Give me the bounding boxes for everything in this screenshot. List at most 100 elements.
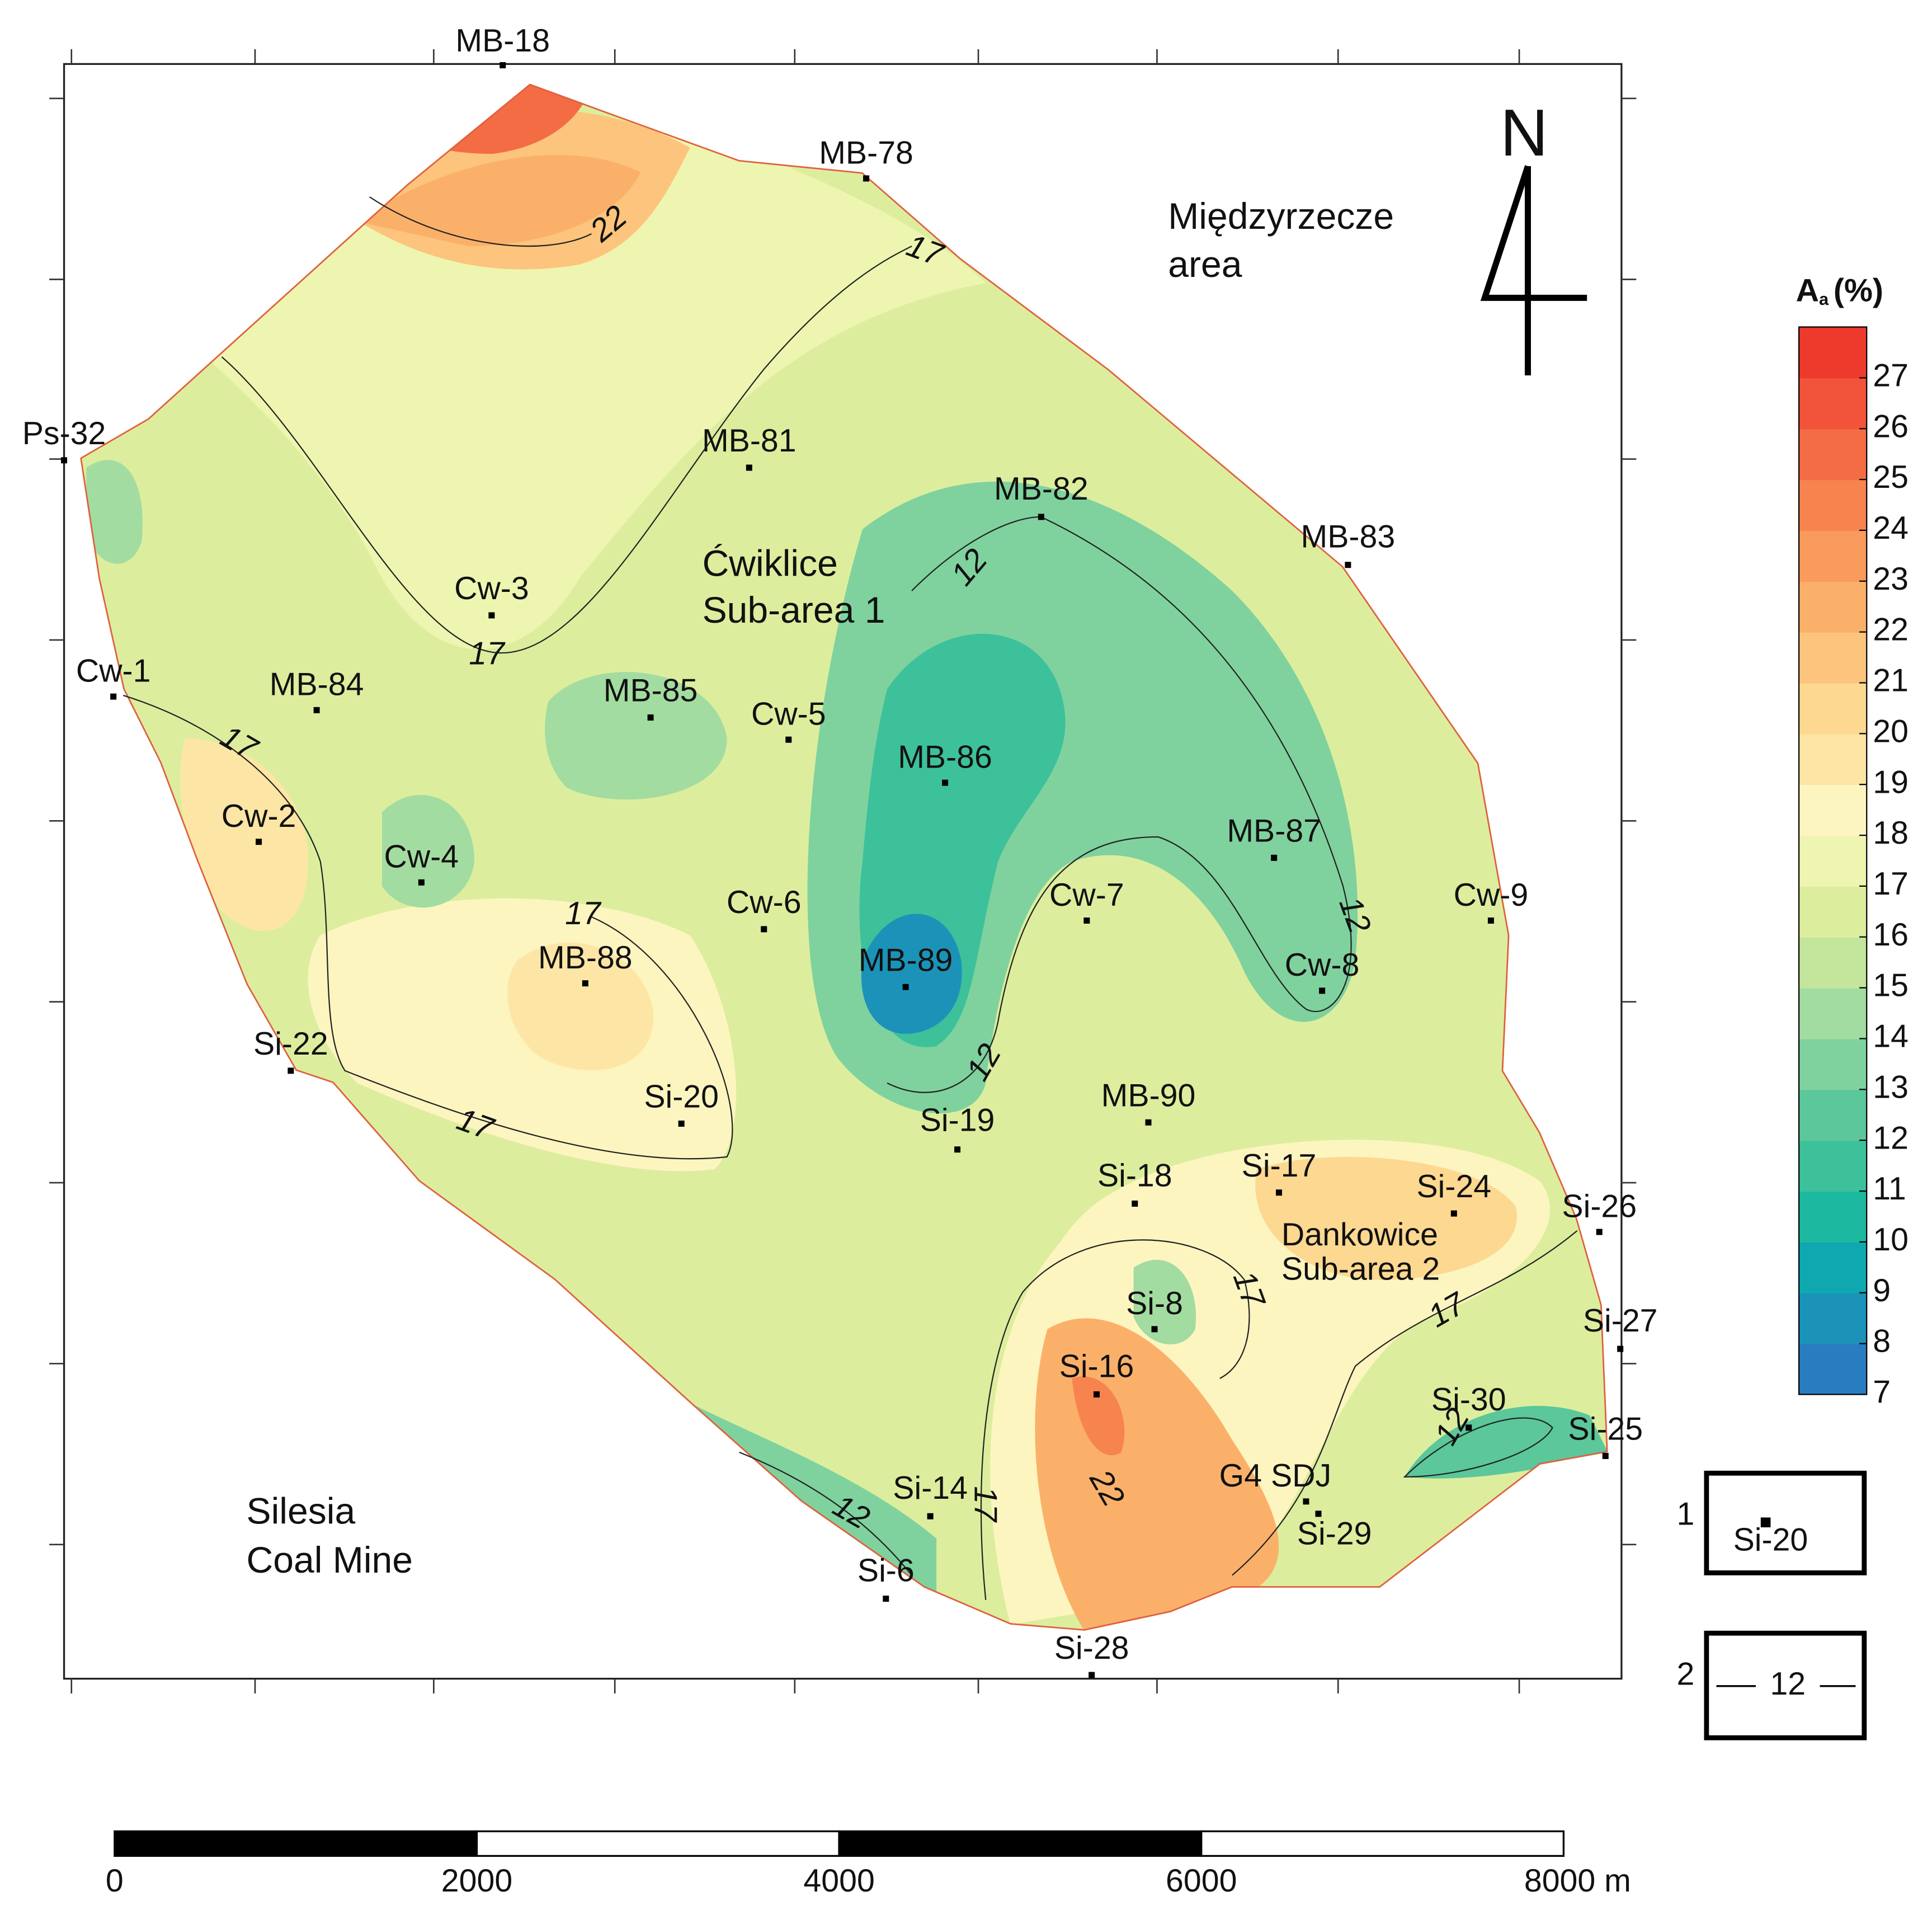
area-label: Ćwiklice: [703, 542, 838, 584]
well-marker: [1132, 1200, 1138, 1207]
area-label: Międzyrzecze: [1168, 195, 1394, 237]
well-marker: [488, 612, 495, 619]
zone: [86, 460, 143, 564]
color-tick-label: 20: [1873, 713, 1909, 749]
well-label: Cw-6: [727, 884, 802, 920]
well-marker: [902, 984, 909, 990]
frame-tick: [49, 49, 1637, 1694]
well-label: Si-8: [1126, 1286, 1183, 1321]
color-bar-frame: [1798, 326, 1868, 1395]
well-label: Si-19: [920, 1102, 995, 1138]
well-label: Si-18: [1097, 1158, 1172, 1193]
area-label: Sub-area 1: [703, 589, 885, 631]
well-label: MB-83: [1301, 519, 1396, 555]
color-band: [1799, 683, 1867, 735]
well-marker: [761, 926, 767, 933]
scale-bar-label: 2000: [441, 1863, 512, 1899]
well-label: Cw-7: [1049, 877, 1124, 913]
well-marker: [1151, 1326, 1158, 1333]
color-scale-title: Aa (%): [1796, 273, 1883, 309]
color-tick-label: 7: [1873, 1375, 1891, 1410]
north-label: N: [1500, 96, 1548, 170]
color-tick-label: 17: [1873, 866, 1909, 902]
well-label: MB-85: [604, 673, 698, 709]
well-marker: [418, 879, 425, 886]
well-marker: [1145, 1119, 1152, 1126]
color-band: [1799, 784, 1867, 836]
well-label: Si-6: [857, 1553, 915, 1589]
well-label: MB-81: [702, 423, 797, 459]
well-marker: [746, 464, 752, 471]
well-label: MB-88: [538, 940, 633, 976]
color-tick-label: 8: [1873, 1324, 1891, 1359]
well-label: MB-18: [455, 23, 550, 59]
color-band: [1799, 1191, 1867, 1243]
legend-sample: Si-20: [1733, 1522, 1808, 1558]
zone: [1072, 1376, 1125, 1456]
zone: [357, 154, 641, 246]
contour-label: 17: [968, 1486, 1003, 1523]
scale-bar-label: 8000 m: [1524, 1863, 1631, 1899]
well-marker: [1319, 987, 1326, 994]
well-label: Cw-4: [384, 839, 459, 875]
well-marker: [1088, 1672, 1095, 1678]
contour-lines: [122, 196, 1578, 1600]
color-tick-label: 24: [1873, 510, 1909, 546]
well-label: MB-78: [819, 135, 913, 171]
contour-line: [369, 196, 592, 247]
zone: [148, 120, 986, 650]
area-label: area: [1168, 243, 1242, 285]
zone: [690, 1403, 937, 1600]
contour-label: 17: [469, 636, 506, 672]
well-marker: [256, 839, 262, 845]
color-tick-label: 13: [1873, 1069, 1909, 1105]
contour-line: [980, 1239, 1250, 1600]
well-marker: [954, 1146, 961, 1153]
well-label: Si-29: [1297, 1516, 1372, 1552]
scale-bar-label: 6000: [1166, 1863, 1237, 1899]
well-label: MB-86: [898, 739, 992, 775]
well-label: Si-22: [253, 1026, 328, 1062]
contour-line: [887, 516, 1352, 1093]
well-label: Ps-32: [22, 416, 106, 451]
color-tick-label: 23: [1873, 561, 1909, 597]
color-band: [1799, 479, 1867, 531]
well-marker: [1466, 1424, 1472, 1431]
well-label: MB-87: [1227, 813, 1321, 849]
color-tick-label: 16: [1873, 917, 1909, 953]
color-tick-label: 12: [1873, 1120, 1909, 1156]
scale-bar-segment: [838, 1830, 1203, 1857]
color-tick-label: 25: [1873, 459, 1909, 495]
well-label: MB-90: [1101, 1078, 1196, 1113]
north-arrow: [1480, 165, 1587, 375]
legend-number: 2: [1677, 1656, 1695, 1692]
well-marker: [61, 457, 68, 464]
title-main: A: [1796, 273, 1819, 309]
well-label: Si-20: [644, 1079, 719, 1115]
color-band: [1799, 886, 1867, 938]
well-label: Cw-8: [1285, 947, 1360, 983]
well-label: Si-28: [1054, 1630, 1129, 1666]
color-band: [1799, 1343, 1867, 1395]
color-band: [1799, 429, 1867, 481]
frame-ticks: [49, 49, 1637, 1694]
color-tick-label: 15: [1873, 968, 1909, 1004]
well-marker: [1276, 1189, 1283, 1196]
north-arrow-shape: [1480, 165, 1587, 375]
color-tick-label: 27: [1873, 358, 1909, 394]
color-band: [1799, 327, 1867, 379]
color-tick-label: 19: [1873, 764, 1909, 800]
scale-bar-label: 4000: [803, 1863, 874, 1899]
well-marker: [1093, 1391, 1100, 1398]
well-label: G4 SDJ: [1219, 1458, 1331, 1494]
contour-line: [1403, 1417, 1553, 1478]
color-tick-label: 9: [1873, 1273, 1891, 1309]
legend-number: 1: [1677, 1496, 1695, 1532]
well-label: MB-89: [859, 942, 953, 978]
well-label: Cw-1: [76, 653, 151, 689]
well-marker: [863, 175, 870, 182]
well-marker: [1596, 1229, 1603, 1235]
color-band: [1799, 632, 1867, 684]
color-tick-label: 14: [1873, 1019, 1909, 1055]
